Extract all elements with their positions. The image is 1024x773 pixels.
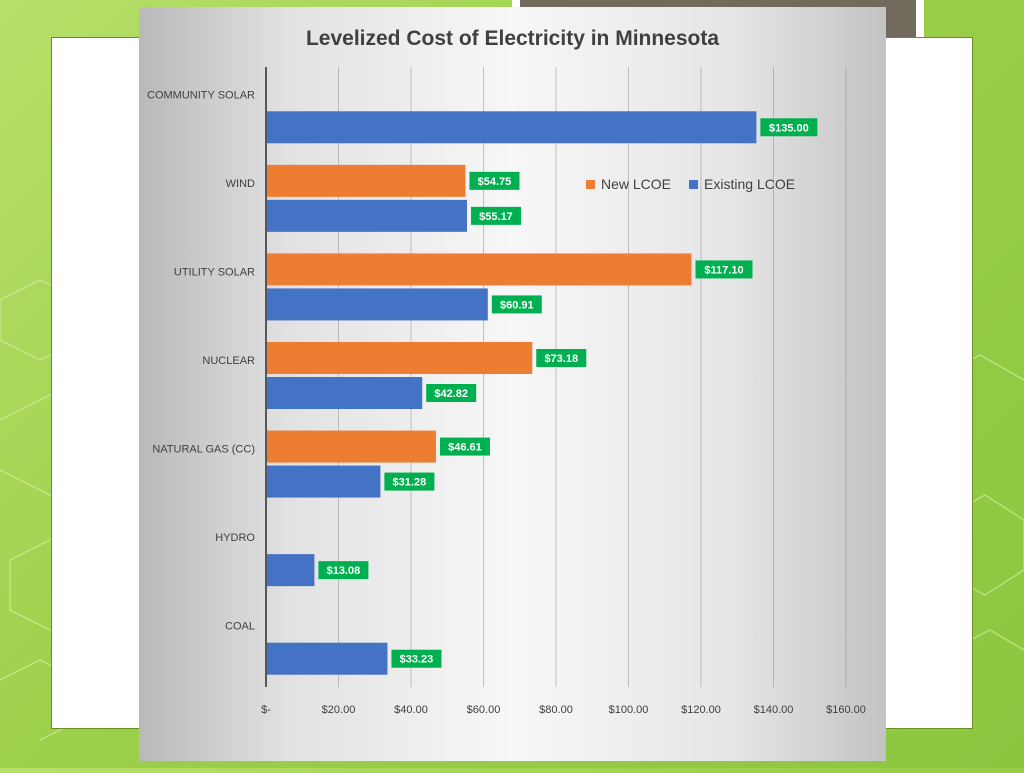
x-tick-label: $160.00 — [826, 704, 866, 716]
legend-swatch-new — [586, 179, 595, 189]
data-label-bg — [470, 206, 521, 225]
x-tick-label: $140.00 — [754, 704, 794, 716]
chart-panel: Levelized Cost of Electricity in Minneso… — [139, 7, 886, 761]
data-label: $46.61 — [448, 442, 482, 454]
data-label-bg — [469, 171, 520, 190]
bar-new — [267, 253, 692, 286]
bar-existing — [267, 554, 315, 587]
data-label-bg — [760, 118, 818, 137]
data-label: $117.10 — [704, 264, 743, 276]
legend-item-new: New LCOE — [586, 176, 671, 192]
data-label: $135.00 — [769, 122, 809, 134]
x-tick-label: $80.00 — [539, 704, 573, 716]
data-label: $73.18 — [544, 353, 578, 365]
legend-swatch-existing — [689, 179, 699, 189]
data-label: $31.28 — [393, 477, 427, 489]
data-label: $60.91 — [500, 299, 534, 311]
bar-existing — [267, 465, 381, 498]
x-tick-label: $40.00 — [394, 704, 428, 716]
x-tick-label: $- — [261, 704, 271, 716]
data-label: $13.08 — [327, 565, 361, 577]
category-label: COAL — [225, 621, 255, 633]
x-tick-label: $100.00 — [609, 704, 649, 716]
data-label-bg — [318, 561, 369, 580]
category-label: UTILITY SOLAR — [174, 266, 255, 278]
bar-existing — [267, 377, 423, 409]
data-label: $55.17 — [479, 211, 513, 223]
category-label: WIND — [226, 178, 255, 190]
bar-new — [267, 430, 436, 463]
category-label: HYDRO — [215, 532, 255, 544]
category-label: COMMUNITY SOLAR — [147, 89, 255, 101]
chart-title: Levelized Cost of Electricity in Minneso… — [305, 27, 720, 50]
data-label: $54.75 — [478, 176, 512, 188]
data-label: $33.23 — [400, 654, 434, 666]
data-label-bg — [426, 384, 477, 402]
data-label: $42.82 — [434, 388, 468, 400]
data-label-bg — [439, 437, 490, 456]
bar-chart: $- $20.00 $40.00 $60.00 $80.00 $100.00 $120.00… — [147, 67, 866, 716]
category-label: NATURAL GAS (CC) — [152, 444, 255, 456]
bar-existing — [267, 111, 757, 144]
legend-label-new: New LCOE — [601, 176, 672, 192]
bar-existing — [267, 642, 388, 675]
data-label-bg — [491, 295, 542, 314]
bar-existing — [267, 288, 488, 321]
x-tick-label: $60.00 — [467, 704, 501, 716]
data-label-bg — [391, 649, 442, 668]
x-tick-label: $120.00 — [681, 704, 721, 716]
bar-new — [267, 342, 533, 374]
legend-item-existing: Existing LCOE — [689, 176, 795, 192]
data-label-bg — [536, 349, 587, 367]
legend-label-existing: Existing LCOE — [704, 176, 796, 192]
chart-legend: New LCOE Existing LCOE — [586, 176, 795, 192]
bar-existing — [267, 199, 467, 232]
data-label-bg — [695, 260, 753, 279]
x-tick-label: $20.00 — [322, 704, 356, 716]
data-label-bg — [384, 472, 435, 491]
bar-new — [267, 164, 466, 197]
category-label: NUCLEAR — [202, 355, 255, 367]
